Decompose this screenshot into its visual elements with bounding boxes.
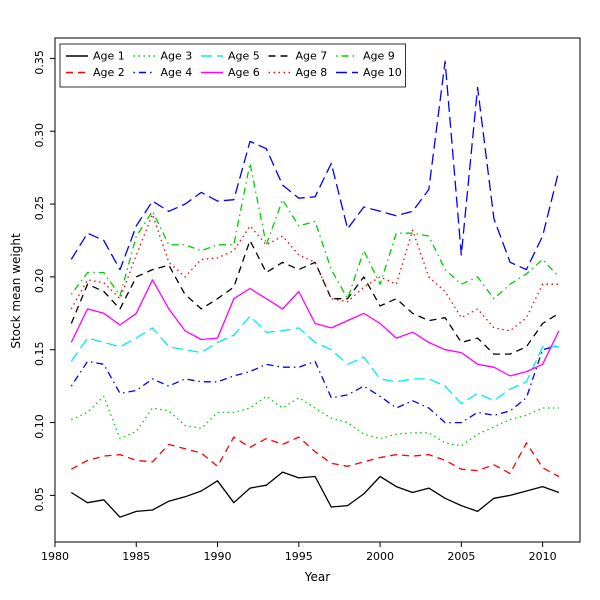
series-line-age-6 bbox=[70, 279, 560, 377]
y-tick-label: 0.15 bbox=[33, 341, 46, 366]
series-line-age-4 bbox=[70, 344, 560, 424]
y-tick-label: 0.30 bbox=[33, 123, 46, 148]
legend-label-age-2: Age 2 bbox=[93, 66, 125, 79]
x-tick-label: 1985 bbox=[122, 550, 150, 563]
legend-item-age-9: Age 9 bbox=[336, 50, 395, 63]
legend-item-age-4: Age 4 bbox=[133, 66, 193, 79]
legend-label-age-4: Age 4 bbox=[161, 66, 193, 79]
x-axis-label: Year bbox=[304, 570, 331, 584]
series-line-age-2 bbox=[70, 436, 560, 478]
x-tick-label: 2000 bbox=[366, 550, 394, 563]
legend-item-age-7: Age 7 bbox=[268, 50, 328, 63]
series-line-age-5 bbox=[70, 315, 559, 405]
x-tick-label: 2010 bbox=[529, 550, 557, 563]
legend-label-age-9: Age 9 bbox=[363, 50, 395, 63]
series-line-age-1 bbox=[70, 471, 560, 518]
legend-label-age-8: Age 8 bbox=[296, 66, 328, 79]
legend-label-age-5: Age 5 bbox=[228, 50, 260, 63]
series-line-age-7 bbox=[70, 239, 560, 355]
y-tick-label: 0.10 bbox=[33, 414, 46, 439]
x-tick-label: 1995 bbox=[285, 550, 313, 563]
y-tick-label: 0.05 bbox=[33, 487, 46, 512]
y-tick-label: 0.25 bbox=[33, 196, 46, 221]
legend-label-age-7: Age 7 bbox=[296, 50, 328, 63]
legend-item-age-8: Age 8 bbox=[268, 66, 328, 79]
legend-item-age-1: Age 1 bbox=[66, 50, 125, 63]
x-tick-label: 1990 bbox=[204, 550, 232, 563]
x-tick-label: 1980 bbox=[41, 550, 69, 563]
series-line-age-3 bbox=[71, 395, 559, 447]
legend-label-age-3: Age 3 bbox=[161, 50, 193, 63]
legend-box bbox=[59, 43, 406, 88]
legend-item-age-5: Age 5 bbox=[201, 50, 260, 63]
series-line-age-8 bbox=[70, 213, 559, 332]
legend-item-age-6: Age 6 bbox=[201, 66, 260, 79]
series-line-age-10 bbox=[70, 60, 560, 271]
series-line-age-9 bbox=[70, 162, 560, 300]
x-tick-label: 2005 bbox=[447, 550, 475, 563]
legend-item-age-2: Age 2 bbox=[66, 66, 125, 79]
y-axis-label: Stock mean weight bbox=[9, 233, 23, 349]
plot-box bbox=[54, 37, 581, 543]
legend-label-age-1: Age 1 bbox=[93, 50, 125, 63]
legend-label-age-10: Age 10 bbox=[363, 66, 402, 79]
y-tick-label: 0.20 bbox=[33, 269, 46, 294]
legend-label-age-6: Age 6 bbox=[228, 66, 260, 79]
legend-item-age-3: Age 3 bbox=[133, 50, 193, 63]
y-tick-label: 0.35 bbox=[33, 50, 46, 75]
legend-item-age-10: Age 10 bbox=[336, 66, 402, 79]
